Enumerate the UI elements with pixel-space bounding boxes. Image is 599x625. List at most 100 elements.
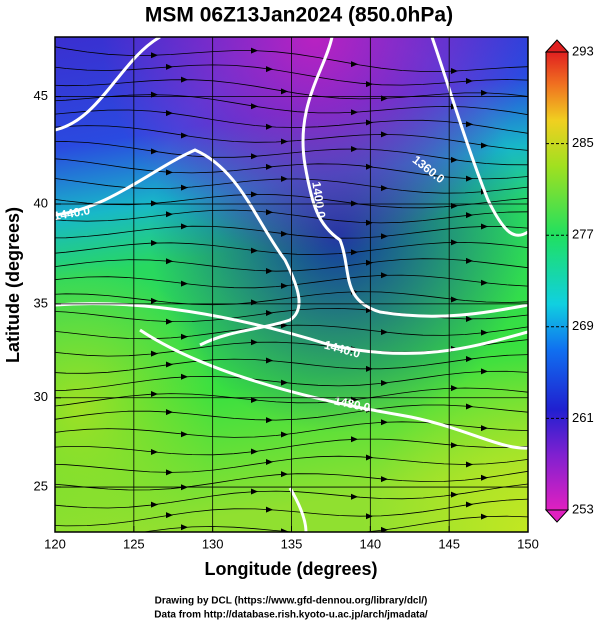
colorbar-tick-label: 253 bbox=[572, 501, 594, 516]
colorbar-tick-label: 293 bbox=[572, 43, 594, 58]
contour-line bbox=[55, 148, 301, 347]
contour-label: 1440.0 bbox=[53, 203, 92, 223]
x-tick-label: 135 bbox=[281, 536, 303, 551]
stream-arrow bbox=[181, 184, 188, 191]
colorbar-tick-label: 277 bbox=[572, 227, 594, 242]
x-tick-label: 120 bbox=[44, 536, 66, 551]
contour-line bbox=[55, 302, 528, 355]
streamline bbox=[55, 438, 528, 456]
stream-arrow bbox=[381, 233, 388, 240]
stream-arrow bbox=[366, 81, 373, 88]
stream-arrow bbox=[151, 91, 158, 98]
stream-arrow bbox=[166, 318, 173, 325]
y-axis-label: Latitude (degrees) bbox=[3, 207, 23, 363]
colorbar-ticks: 253 261 269 277 285 293 bbox=[546, 43, 594, 516]
streamline bbox=[55, 498, 528, 527]
stream-arrow bbox=[466, 315, 473, 322]
stream-arrow bbox=[281, 322, 288, 329]
stream-arrow bbox=[281, 138, 288, 145]
streamline bbox=[55, 79, 528, 100]
stream-arrow bbox=[266, 458, 273, 465]
streamline bbox=[55, 209, 528, 224]
stream-arrow bbox=[151, 501, 158, 508]
stream-arrow bbox=[466, 356, 473, 363]
stream-arrow bbox=[166, 110, 173, 117]
stream-arrow bbox=[451, 442, 458, 449]
streamline bbox=[55, 324, 528, 340]
streamline bbox=[55, 455, 528, 473]
streamline bbox=[55, 421, 528, 438]
streamline bbox=[55, 109, 528, 134]
streamline bbox=[55, 158, 528, 180]
footer-credit: Drawing by DCL (https://www.gfd-dennou.o… bbox=[155, 596, 428, 607]
stream-arrow bbox=[166, 512, 173, 519]
stream-arrow bbox=[181, 76, 188, 83]
stream-arrow bbox=[466, 77, 473, 84]
x-tick-label: 140 bbox=[359, 536, 381, 551]
stream-arrow bbox=[466, 257, 473, 264]
contour-line bbox=[288, 487, 308, 532]
stream-arrow bbox=[366, 119, 373, 126]
axes: 120 125 130 135 140 145 150 25 30 35 40 45 bbox=[34, 37, 539, 551]
stream-arrow bbox=[366, 454, 373, 461]
stream-arrow bbox=[181, 373, 188, 380]
stream-arrow bbox=[451, 156, 458, 163]
stream-arrow bbox=[381, 272, 388, 279]
stream-arrow bbox=[351, 249, 358, 256]
stream-arrow bbox=[366, 163, 373, 170]
stream-arrow bbox=[151, 148, 158, 155]
contour-line bbox=[430, 37, 528, 237]
stream-arrow bbox=[366, 307, 373, 314]
stream-arrow bbox=[451, 491, 458, 498]
stream-arrow bbox=[381, 380, 388, 387]
stream-arrow bbox=[351, 200, 358, 207]
colorbar-tick-label: 285 bbox=[572, 135, 594, 150]
y-tick-label: 30 bbox=[34, 389, 48, 404]
stream-arrow bbox=[481, 279, 488, 286]
stream-arrow bbox=[181, 132, 188, 139]
stream-arrow bbox=[181, 524, 188, 531]
stream-arrow bbox=[151, 239, 158, 246]
stream-arrow bbox=[266, 268, 273, 275]
stream-arrow bbox=[151, 52, 158, 59]
stream-arrow bbox=[281, 471, 288, 478]
stream-arrow bbox=[281, 88, 288, 95]
streamline bbox=[55, 387, 528, 407]
stream-arrow bbox=[366, 513, 373, 520]
stream-arrow bbox=[166, 169, 173, 176]
stream-arrow bbox=[281, 431, 288, 438]
y-tick-label: 45 bbox=[34, 88, 48, 103]
stream-arrow bbox=[266, 506, 273, 513]
map-field: 1400.0 1360.0 1440.0 1440.0 1480.0 bbox=[53, 37, 528, 532]
streamline bbox=[55, 125, 528, 151]
stream-arrow bbox=[381, 476, 388, 483]
stream-arrow bbox=[281, 528, 288, 532]
contour-line bbox=[55, 37, 161, 132]
streamline bbox=[141, 515, 528, 532]
stream-arrow bbox=[281, 282, 288, 289]
stream-arrow bbox=[281, 379, 288, 386]
stream-arrow bbox=[466, 461, 473, 468]
contour-line bbox=[139, 328, 528, 450]
stream-arrow bbox=[351, 436, 358, 443]
stream-arrow bbox=[166, 211, 173, 218]
stream-arrow bbox=[266, 163, 273, 170]
x-tick-label: 150 bbox=[517, 536, 539, 551]
stream-arrow bbox=[151, 297, 158, 304]
stream-arrow bbox=[381, 329, 388, 336]
stream-arrow bbox=[481, 474, 488, 481]
x-tick-label: 145 bbox=[438, 536, 460, 551]
streamline bbox=[55, 404, 528, 421]
stream-arrow bbox=[181, 431, 188, 438]
stream-arrow bbox=[266, 209, 273, 216]
stream-arrow bbox=[466, 403, 473, 410]
stream-arrow bbox=[266, 417, 273, 424]
colorbar-tick-label: 269 bbox=[572, 318, 594, 333]
stream-arrow bbox=[166, 469, 173, 476]
streamline bbox=[55, 483, 528, 509]
stream-arrow bbox=[251, 47, 258, 54]
stream-arrow bbox=[466, 501, 473, 508]
stream-arrow bbox=[181, 333, 188, 340]
streamline bbox=[55, 258, 528, 272]
